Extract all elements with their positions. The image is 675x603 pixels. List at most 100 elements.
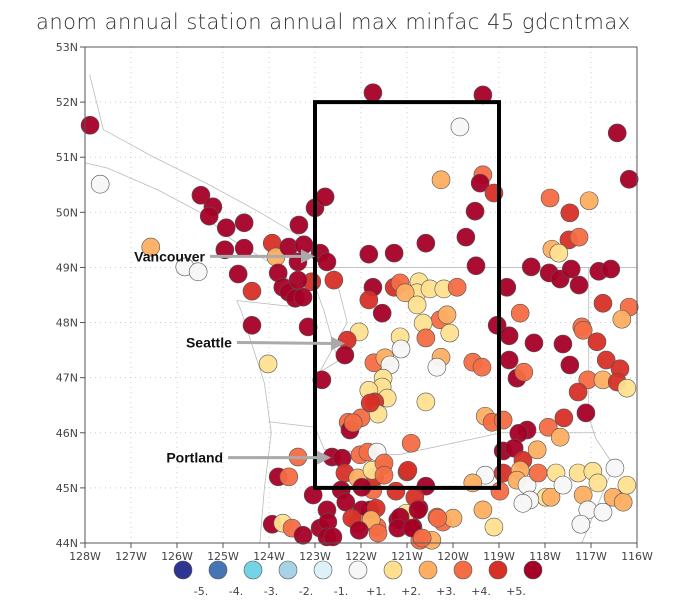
station-point	[315, 187, 335, 207]
station-point	[560, 203, 580, 223]
legend-swatch	[418, 560, 438, 580]
station-point	[368, 523, 388, 543]
station-point	[601, 259, 621, 279]
y-tick-label: 47N	[56, 372, 78, 385]
station-point	[569, 275, 589, 295]
y-tick-label: 44N	[56, 537, 78, 550]
x-tick-label: 116W	[621, 550, 653, 563]
station-point	[258, 354, 278, 374]
station-point	[141, 237, 161, 257]
station-point	[456, 227, 476, 247]
station-point	[199, 206, 219, 226]
station-point	[541, 487, 561, 507]
map-frame	[84, 46, 638, 544]
x-tick-label: 120W	[437, 550, 469, 563]
station-point	[527, 440, 547, 460]
station-point	[513, 494, 533, 513]
station-point	[553, 334, 573, 354]
station-point	[440, 323, 460, 343]
station-point	[596, 350, 616, 370]
x-tick-label: 127W	[115, 550, 147, 563]
station-point	[289, 215, 309, 235]
station-points	[80, 83, 639, 550]
station-point	[427, 357, 447, 377]
station-point	[384, 243, 404, 263]
coastline	[581, 267, 615, 544]
map-title: anom annual station annual max minfac 45…	[36, 10, 631, 34]
station-point	[293, 287, 313, 307]
coastline	[84, 162, 302, 307]
y-tick-label: 50N	[56, 206, 78, 219]
station-point	[90, 174, 110, 194]
station-point	[312, 370, 332, 390]
y-tick-label: 48N	[56, 317, 78, 330]
station-point	[216, 218, 236, 238]
station-point	[437, 305, 457, 325]
station-point	[450, 117, 470, 137]
station-point	[576, 403, 596, 423]
arrow-head	[317, 450, 332, 465]
station-point	[215, 240, 235, 260]
legend-label: +2.	[401, 585, 421, 598]
station-point	[401, 433, 421, 453]
station-point	[499, 326, 519, 346]
station-point	[416, 392, 436, 412]
x-tick-label: 118W	[529, 550, 561, 563]
station-point	[617, 475, 637, 495]
arrow-head	[330, 336, 345, 351]
station-point	[573, 320, 593, 340]
x-tick-label: 117W	[575, 550, 607, 563]
station-point	[279, 467, 299, 487]
legend-swatch	[208, 560, 228, 580]
station-point	[617, 378, 637, 398]
station-point	[349, 521, 369, 540]
station-point	[499, 350, 519, 370]
axis-ticks: 128W 127W 126W 125W 124W 123W 122W 121W 120W 119W…	[56, 41, 653, 563]
station-point	[593, 293, 613, 313]
city-label: Portland	[166, 450, 223, 466]
legend-label: +1.	[366, 585, 386, 598]
station-point	[416, 328, 436, 348]
station-point	[386, 481, 406, 501]
legend-swatch	[488, 560, 508, 580]
station-point	[335, 345, 355, 365]
station-point	[407, 295, 427, 315]
station-point	[412, 528, 432, 548]
station-point	[372, 303, 392, 323]
x-tick-label: 121W	[391, 550, 423, 563]
station-point	[613, 492, 633, 512]
station-point	[484, 517, 504, 537]
legend-swatch	[243, 560, 263, 580]
legend-swatch	[278, 560, 298, 580]
legend-swatch	[348, 560, 368, 580]
station-point	[470, 173, 490, 193]
station-point	[359, 244, 379, 264]
station-point	[510, 303, 530, 323]
station-point	[553, 475, 573, 495]
legend-label: +5.	[506, 585, 526, 598]
station-point	[593, 502, 613, 522]
legend-swatch	[313, 560, 333, 580]
legend-swatch	[453, 560, 473, 580]
station-point	[560, 355, 580, 375]
legend-label: -1.	[334, 585, 348, 598]
station-point	[521, 257, 541, 277]
legend-label: +3.	[436, 585, 456, 598]
coastline	[236, 300, 272, 544]
arrow-line	[236, 340, 333, 345]
station-point	[336, 492, 356, 512]
legend-swatch	[173, 560, 193, 580]
x-tick-label: 119W	[483, 550, 515, 563]
city-label: Seattle	[186, 334, 232, 350]
station-point	[234, 238, 254, 258]
x-tick-label: 125W	[207, 550, 239, 563]
station-point	[571, 514, 591, 534]
station-point	[588, 473, 608, 493]
station-point	[540, 188, 560, 208]
station-point	[465, 201, 485, 221]
x-tick-label: 126W	[161, 550, 193, 563]
y-tick-label: 45N	[56, 482, 78, 495]
station-point	[360, 393, 380, 413]
station-point	[359, 290, 379, 310]
